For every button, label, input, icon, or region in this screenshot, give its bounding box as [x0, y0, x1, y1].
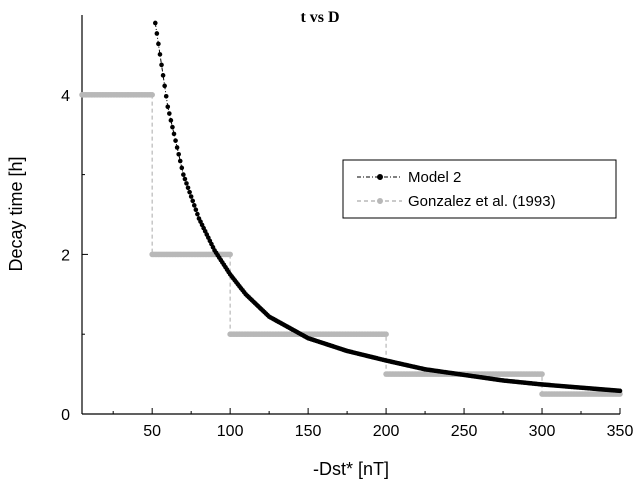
series-gonzalez-line [82, 94, 620, 395]
series-model-2-point [162, 83, 167, 89]
series-model-2-point [190, 198, 196, 204]
legend-swatch-marker [377, 198, 383, 204]
series-model-2-point [191, 203, 197, 208]
x-tick-label: 150 [295, 423, 322, 440]
chart-title: t vs D [300, 9, 339, 26]
series-model-2-point [181, 172, 186, 177]
plot-area [81, 15, 620, 415]
x-tick-label: 300 [529, 423, 556, 440]
series-model-2-point [159, 62, 164, 68]
y-tick-label: 4 [61, 88, 70, 105]
series-model-2-point [185, 185, 191, 191]
series-model-2-point [167, 111, 172, 116]
series-model-2-point [188, 194, 194, 199]
series-model-2-point [173, 138, 178, 143]
series-model-2-point [193, 207, 199, 213]
series-model-2-point [176, 151, 181, 157]
series-model-2-point [187, 189, 192, 195]
series-model-2-point [182, 176, 188, 182]
axis-ticks: 50 100 150 200 250 300 350 0 2 4 [61, 88, 633, 440]
series-model-2-point [170, 124, 175, 130]
series-model-2-point [163, 93, 169, 99]
legend-swatch-marker [377, 174, 383, 180]
x-tick-label: 350 [607, 423, 634, 440]
x-tick-label: 50 [143, 423, 161, 440]
series-model-2-point [177, 158, 183, 164]
x-tick-label: 100 [217, 423, 244, 440]
series-model-2-point [154, 31, 160, 36]
series-model-2-point [174, 145, 180, 150]
x-tick-label: 200 [373, 423, 400, 440]
series-model-2-point [184, 181, 189, 186]
y-tick-label: 0 [61, 407, 70, 424]
legend-item-gonzalez: Gonzalez et al. (1993) [357, 193, 556, 210]
x-tick-label: 250 [451, 423, 478, 440]
series-model-2-point [156, 41, 161, 47]
series-model-2-point [157, 52, 163, 57]
legend-item-model-2: Model 2 [357, 169, 461, 186]
series-gonzalez-point [383, 331, 389, 338]
series-gonzalez-point [539, 371, 545, 377]
series-model-2-point [179, 165, 185, 171]
y-axis-label: Decay time [h] [6, 156, 26, 271]
series-model-2-point [152, 20, 158, 26]
series-layer [79, 20, 623, 397]
y-tick-label: 2 [61, 247, 70, 264]
legend-box [342, 159, 617, 219]
series-model-2-point [195, 211, 200, 217]
series-model-2-point [617, 388, 623, 394]
series-model-2-point [160, 73, 166, 78]
series-model-2-point [168, 118, 174, 123]
legend-label: Model 2 [408, 169, 461, 186]
series-model-2-point [171, 131, 177, 137]
series-gonzalez-point [149, 92, 155, 98]
x-axis-label: -Dst* [nT] [313, 459, 389, 479]
legend: Model 2 Gonzalez et al. (1993) [342, 159, 617, 219]
legend-label: Gonzalez et al. (1993) [408, 193, 556, 210]
series-gonzalez-point [227, 251, 233, 258]
series-model-2-point [165, 104, 171, 110]
